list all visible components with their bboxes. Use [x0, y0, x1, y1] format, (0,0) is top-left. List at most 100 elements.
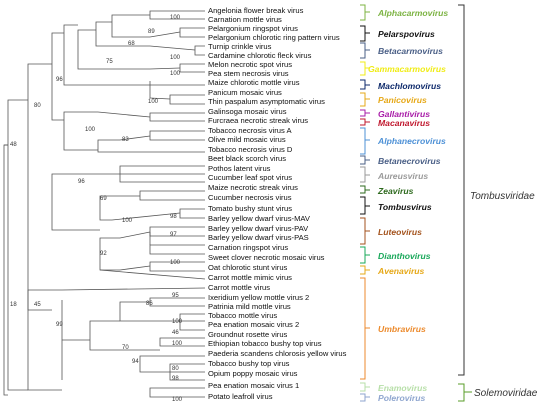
- genus-bracket: [360, 277, 370, 380]
- genus-label: Betacarmovirus: [378, 46, 443, 56]
- family-brackets: [458, 4, 472, 402]
- taxon-label: Olive mild mosaic virus: [208, 135, 286, 144]
- bootstrap-value: 100: [172, 319, 183, 325]
- bootstrap-value: 70: [122, 345, 129, 351]
- taxon-label: Maize necrotic streak virus: [208, 183, 298, 192]
- genus-bracket: [360, 118, 370, 126]
- taxon-label: Sweet clover necrotic mosaic virus: [208, 253, 325, 262]
- bootstrap-value: 86: [146, 301, 153, 307]
- genus-label: Gammacarmovirus: [368, 64, 446, 74]
- genus-bracket: [360, 196, 370, 215]
- genus-label: Aureusvirus: [377, 171, 428, 181]
- taxon-label: Pea enation mosaic virus 1: [208, 381, 299, 390]
- genus-label: Luteovirus: [378, 227, 422, 237]
- genus-bracket: [360, 265, 370, 275]
- genus-bracket: [360, 92, 370, 107]
- taxon-label: Ethiopian tobacco bushy top virus: [208, 339, 322, 348]
- taxon-label: Potato leafroll virus: [208, 392, 273, 401]
- genus-labels: Alphacarmovirus Pelarspovirus Betacarmov…: [368, 8, 448, 403]
- taxon-label: Angelonia flower break virus: [208, 6, 304, 15]
- taxon-label: Patrinia mild mottle virus: [208, 302, 291, 311]
- taxon-label: Barley yellow dwarf virus-MAV: [208, 214, 311, 223]
- genus-bracket: [360, 42, 370, 59]
- genus-label: Macanavirus: [378, 118, 430, 128]
- taxon-label: Turnip crinkle virus: [208, 42, 272, 51]
- genus-bracket: [360, 109, 370, 117]
- genus-label: Umbravirus: [378, 324, 426, 334]
- taxon-label: Panicum mosaic virus: [208, 88, 282, 97]
- bootstrap-value: 100: [170, 15, 181, 21]
- bootstrap-value: 89: [148, 29, 155, 35]
- family-label: Solemoviridae: [474, 388, 538, 399]
- genus-label: Alphanecrovirus: [377, 136, 446, 146]
- genus-label: Pelarspovirus: [378, 29, 435, 39]
- taxon-label: Pothos latent virus: [208, 164, 271, 173]
- family-bracket-tombusviridae: [458, 4, 465, 376]
- family-label: Tombusviridae: [470, 191, 535, 202]
- bootstrap-value: 92: [100, 251, 107, 257]
- family-bracket-solemoviridae: [458, 383, 472, 402]
- genus-label: Gallantivirus: [378, 109, 430, 119]
- taxon-label: Galinsoga mosaic virus: [208, 107, 287, 116]
- genus-bracket: [360, 4, 370, 21]
- bootstrap-value: 98: [170, 214, 177, 220]
- taxon-label: Carrot mottle virus: [208, 283, 270, 292]
- bootstrap-value: 100: [170, 260, 181, 266]
- bootstrap-value: 100: [172, 397, 183, 403]
- genus-bracket: [360, 79, 370, 90]
- bootstrap-value: 45: [34, 302, 41, 308]
- bootstrap-value: 100: [170, 55, 181, 61]
- bootstrap-values: 100 89 68 75 96 80 48 100 100 100 100 83…: [10, 15, 183, 403]
- genus-label: Tombusvirus: [378, 202, 432, 212]
- taxon-label: Ixeridium yellow mottle virus 2: [208, 293, 309, 302]
- taxon-label: Maize chlorotic mottle virus: [208, 78, 300, 87]
- genus-label: Betanecrovirus: [378, 156, 441, 166]
- genus-brackets: [360, 4, 370, 402]
- genus-label: Panicovirus: [378, 95, 427, 105]
- tree-branches: [3, 10, 206, 398]
- taxon-label: Tomato bushy stunt virus: [208, 204, 292, 213]
- genus-bracket: [360, 185, 370, 194]
- genus-label: Avenavirus: [377, 266, 425, 276]
- taxon-label: Cardamine chlorotic fleck virus: [208, 51, 312, 60]
- taxon-label: Beet black scorch virus: [208, 154, 286, 163]
- taxon-label: Opium poppy mosaic virus: [208, 369, 298, 378]
- bootstrap-value: 48: [10, 142, 17, 148]
- bootstrap-value: 98: [172, 376, 179, 382]
- taxon-label: Melon necrotic spot virus: [208, 60, 292, 69]
- taxon-label: Pea enation mosaic virus 2: [208, 320, 299, 329]
- taxon-label: Cucumber necrosis virus: [208, 193, 292, 202]
- bootstrap-value: 99: [56, 322, 63, 328]
- genus-label: Machlomovirus: [378, 81, 441, 91]
- taxon-label: Paederia scandens chlorosis yellow virus: [208, 349, 347, 358]
- bootstrap-value: 100: [85, 127, 96, 133]
- taxon-label: Cucumber leaf spot virus: [208, 173, 292, 182]
- taxon-label: Carnation mottle virus: [208, 15, 282, 24]
- bootstrap-value: 83: [122, 137, 129, 143]
- taxon-label: Pea stem necrosis virus: [208, 69, 289, 78]
- taxon-label: Pelargonium ringspot virus: [208, 24, 298, 33]
- taxon-label: Groundnut rosette virus: [208, 330, 288, 339]
- genus-label: Dianthovirus: [378, 251, 431, 261]
- genus-label: Enamovirus: [378, 383, 427, 393]
- genus-bracket: [360, 166, 370, 183]
- genus-bracket: [360, 155, 370, 165]
- bootstrap-value: 96: [78, 179, 85, 185]
- bootstrap-value: 18: [10, 302, 17, 308]
- genus-bracket: [360, 246, 370, 264]
- taxon-label: Carnation ringspot virus: [208, 243, 288, 252]
- taxon-label: Tobacco bushy top virus: [208, 359, 290, 368]
- genus-bracket: [360, 61, 370, 76]
- bootstrap-value: 46: [172, 330, 179, 336]
- bootstrap-value: 69: [100, 196, 107, 202]
- bootstrap-value: 94: [132, 359, 139, 365]
- bootstrap-value: 100: [170, 71, 181, 77]
- taxon-label: Oat chlorotic stunt virus: [208, 263, 288, 272]
- taxon-label: Thin paspalum asymptomatic virus: [208, 97, 325, 106]
- genus-bracket: [360, 382, 370, 392]
- bootstrap-value: 100: [122, 218, 133, 224]
- bootstrap-value: 68: [128, 41, 135, 47]
- genus-bracket: [360, 217, 370, 245]
- genus-bracket: [360, 25, 370, 42]
